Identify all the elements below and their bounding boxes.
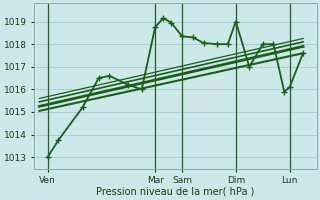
X-axis label: Pression niveau de la mer( hPa ): Pression niveau de la mer( hPa ) <box>96 187 254 197</box>
